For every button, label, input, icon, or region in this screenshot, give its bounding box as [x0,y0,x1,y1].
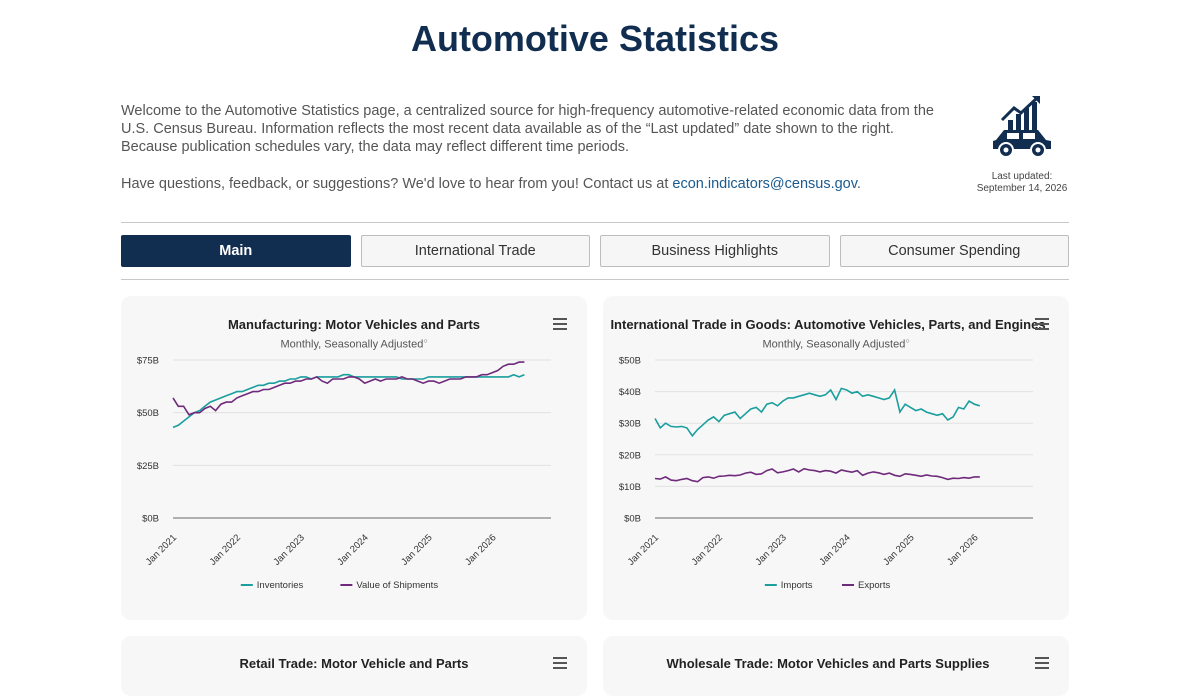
x-tick-label: Jan 2022 [208,532,243,567]
intro-text: Welcome to the Automotive Statistics pag… [121,102,951,212]
last-updated: Last updated: September 14, 2026 [962,171,1082,195]
chart-title: Retail Trade: Motor Vehicle and Parts [239,656,469,671]
chart-card-wholesale-trade: Wholesale Trade: Motor Vehicles and Part… [603,636,1069,696]
legend-label[interactable]: Imports [781,580,813,591]
hamburger-menu-icon[interactable] [553,657,567,669]
y-tick-label: $30B [619,419,641,430]
hamburger-menu-icon[interactable] [1035,318,1049,330]
chart-card-retail-trade: Retail Trade: Motor Vehicle and Parts [121,636,587,696]
chart-title: Wholesale Trade: Motor Vehicles and Part… [666,656,990,671]
manufacturing-chart: $0B $25B $50B $75B Jan 2021 Jan 2022 Jan 2023 J… [137,356,551,591]
series-line-imports [654,387,981,438]
chart-subtitle: Monthly, Seasonally Adjusted○ [762,338,910,351]
x-tick-label: Jan 2023 [271,532,306,567]
y-tick-label: $20B [619,450,641,461]
x-tick-label: Jan 2022 [690,532,725,567]
contact-email-link[interactable]: econ.indicators@census.gov [672,176,857,192]
x-tick-label: Jan 2026 [463,532,498,567]
chart-card-manufacturing: Manufacturing: Motor Vehicles and Parts … [121,296,587,620]
legend-label[interactable]: Inventories [257,580,304,591]
series-line-value-of-shipments [172,361,525,416]
chart-card-international-trade: International Trade in Goods: Automotive… [603,296,1069,620]
page-title: Automotive Statistics [410,18,780,59]
international-trade-chart: $0B $10B $20B $30B $40B $50B Jan 2021 Jan 2022 J… [619,356,1033,591]
y-tick-label: $50B [137,408,159,419]
chart-title: Manufacturing: Motor Vehicles and Parts [227,317,481,332]
series-line-inventories [172,373,525,429]
legend-label[interactable]: Exports [858,580,890,591]
x-tick-label: Jan 2023 [753,532,788,567]
contact-prefix: Have questions, feedback, or suggestions… [121,176,673,192]
last-updated-date: September 14, 2026 [976,183,1068,194]
contact-paragraph: Have questions, feedback, or suggestions… [121,175,951,193]
x-tick-label: Jan 2024 [335,532,370,567]
x-tick-label: Jan 2021 [626,532,661,567]
intro-paragraph: Welcome to the Automotive Statistics pag… [121,103,934,155]
tab-business-highlights[interactable]: Business Highlights [600,235,830,267]
hamburger-menu-icon[interactable] [1035,657,1049,669]
last-updated-label: Last updated: [991,171,1053,182]
tab-international-trade[interactable]: International Trade [360,235,590,267]
y-tick-label: $0B [142,514,159,525]
tab-bar: Main International Trade Business Highli… [121,235,1069,267]
hamburger-menu-icon[interactable] [553,318,567,330]
car-growth-chart-icon [993,96,1051,158]
x-tick-label: Jan 2021 [144,532,179,567]
divider [121,279,1069,280]
divider [121,222,1069,223]
series-line-exports [654,467,980,483]
y-tick-label: $0B [624,514,641,525]
chart-title: International Trade in Goods: Automotive… [610,317,1046,332]
y-tick-label: $40B [619,387,641,398]
y-tick-label: $25B [137,461,159,472]
x-tick-label: Jan 2024 [817,532,852,567]
tab-consumer-spending[interactable]: Consumer Spending [839,235,1069,267]
y-tick-label: $75B [137,356,159,367]
x-tick-label: Jan 2025 [399,532,434,567]
y-tick-label: $10B [619,482,641,493]
x-tick-label: Jan 2026 [945,532,980,567]
tab-main[interactable]: Main [121,235,351,267]
x-tick-label: Jan 2025 [881,532,916,567]
chart-subtitle: Monthly, Seasonally Adjusted○ [280,338,428,351]
contact-suffix: . [856,176,861,192]
y-tick-label: $50B [619,356,641,367]
legend-label[interactable]: Value of Shipments [356,580,438,591]
